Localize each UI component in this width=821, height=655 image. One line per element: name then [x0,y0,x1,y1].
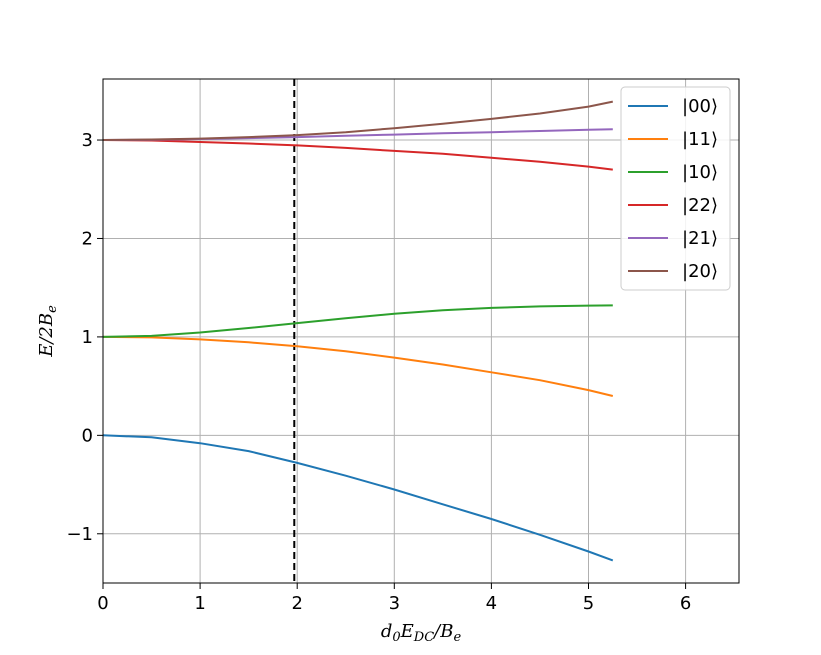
legend-label-0: |00⟩ [682,96,718,117]
x-tick-label: 0 [97,593,108,614]
series-line-3 [102,139,613,171]
series-line-2 [102,304,613,338]
x-tick-label: 3 [389,593,400,614]
ticks: 0 1 2 3 4 5 6 −1 0 1 2 3 [66,130,691,614]
legend-label-4: |21⟩ [682,228,718,249]
y-axis-label: E/2Be [36,305,60,358]
y-tick-label: 0 [82,425,93,446]
series-lines [102,100,614,562]
legend-box [620,86,731,291]
x-tick-label: 1 [194,593,205,614]
x-tick-label: 6 [680,593,691,614]
y-tick-label: 2 [82,228,93,249]
grid [102,79,739,583]
plot-frame [102,78,740,584]
x-tick-label: 2 [291,593,302,614]
x-tick-label: 4 [486,593,497,614]
series-line-0 [102,434,614,562]
x-tick-label: 5 [583,593,594,614]
series-line-1 [102,335,614,397]
legend: |00⟩ |11⟩ |10⟩ |22⟩ |21⟩ |20⟩ [620,86,731,291]
legend-label-5: |20⟩ [682,261,718,282]
y-tick-label: 3 [82,130,93,151]
series-line-5 [102,100,614,141]
y-tick-label: 1 [82,327,93,348]
axis-labels: d0EDC/Be E/2Be [36,305,461,645]
x-axis-label: d0EDC/Be [381,621,462,645]
y-tick-label: −1 [66,524,93,545]
legend-label-1: |11⟩ [682,129,718,150]
legend-label-2: |10⟩ [682,162,718,183]
legend-label-3: |22⟩ [682,195,718,216]
